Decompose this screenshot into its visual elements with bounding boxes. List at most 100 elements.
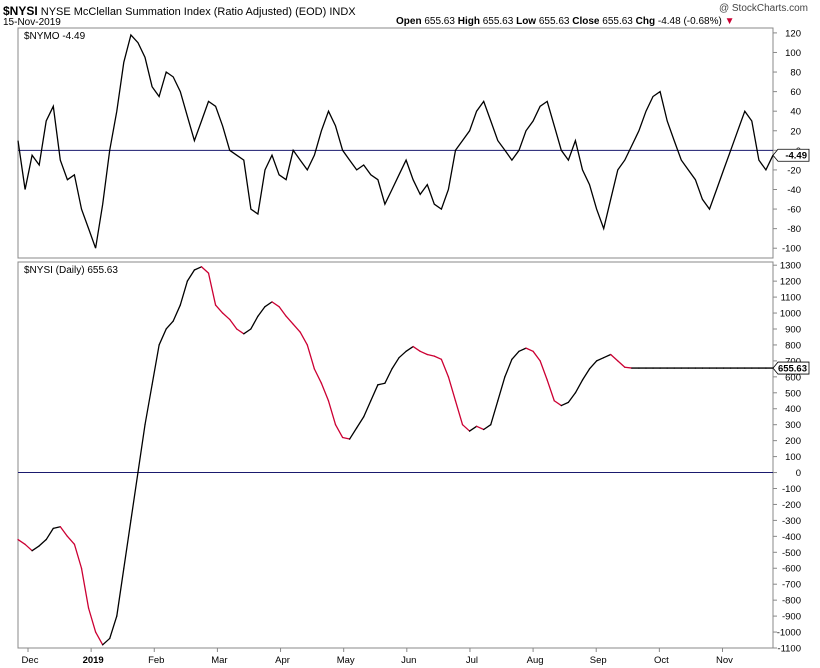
series-segment: [214, 304, 224, 314]
series-segment: [200, 266, 210, 274]
y-tick-label: -20: [787, 165, 801, 176]
series-segment: [391, 357, 400, 370]
series-segment: [313, 368, 323, 384]
nymo-line: [17, 33, 774, 249]
y-tick-label: -100: [782, 244, 801, 255]
series-segment: [59, 526, 69, 537]
series-segment: [617, 360, 626, 368]
series-segment: [123, 519, 132, 569]
series-segment: [433, 355, 443, 360]
panel-legend: $NYSI (Daily) 655.63: [24, 265, 118, 276]
series-segment: [207, 272, 217, 306]
series-segment: [285, 315, 294, 325]
nysi-panel: 1300120011001000900800700600500400300200…: [17, 261, 810, 655]
y-tick-label: 80: [790, 68, 801, 79]
chart-date: 15-Nov-2019: [3, 17, 61, 28]
series-segment: [440, 358, 450, 378]
y-tick-label: -200: [782, 500, 801, 511]
y-tick-label: -900: [782, 612, 801, 623]
series-segment: [574, 379, 584, 394]
series-segment: [454, 400, 464, 426]
series-segment: [24, 543, 33, 552]
series-segment: [158, 328, 167, 346]
series-segment: [236, 328, 245, 335]
series-segment: [31, 545, 40, 552]
x-tick-label: Jun: [401, 655, 416, 666]
open-value: 655.63: [424, 16, 455, 27]
series-segment: [292, 323, 301, 333]
panel-legend: $NYMO -4.49: [24, 31, 86, 42]
close-value: 655.63: [602, 16, 633, 27]
series-segment: [52, 526, 61, 530]
series-segment: [137, 424, 146, 474]
panel-frame: [17, 27, 774, 259]
y-tick-label: -1100: [777, 644, 801, 655]
series-segment: [229, 318, 238, 330]
series-segment: [250, 315, 259, 330]
series-segment: [398, 350, 407, 359]
chart-header-title: $NYSI NYSE McClellan Summation Index (Ra…: [3, 4, 356, 18]
series-segment: [468, 425, 478, 432]
x-tick-label: Sep: [590, 655, 607, 666]
y-tick-label: 800: [785, 340, 801, 351]
series-segment: [186, 269, 196, 282]
y-tick-label: -80: [787, 224, 801, 235]
y-tick-label: 500: [785, 388, 801, 399]
series-segment: [257, 306, 266, 317]
series-segment: [377, 382, 386, 386]
y-tick-label: 100: [785, 48, 801, 59]
high-value: 655.63: [482, 16, 514, 27]
y-tick-label: -60: [787, 205, 801, 216]
x-tick-label: Nov: [716, 655, 733, 666]
series-segment: [341, 436, 351, 440]
series-segment: [461, 424, 471, 432]
series-segment: [624, 366, 633, 369]
series-segment: [278, 306, 287, 317]
chg-label: Chg: [635, 16, 656, 27]
last-value-badge: 655.63: [772, 361, 810, 375]
series-segment: [306, 344, 316, 370]
close-label: Close: [572, 16, 600, 27]
series-segment: [17, 538, 26, 545]
series-segment: [320, 382, 330, 402]
series-segment: [475, 425, 485, 431]
y-tick-label: -1000: [777, 628, 801, 639]
x-tick-label: Apr: [275, 655, 290, 666]
series-segment: [130, 471, 139, 522]
series-segment: [384, 368, 393, 384]
series-segment: [497, 376, 506, 402]
series-segment: [426, 353, 435, 357]
last-value-label: 655.63: [778, 364, 807, 375]
y-tick-label: 300: [785, 420, 801, 431]
y-tick-label: 0: [796, 468, 801, 479]
last-value-badge: -4.49: [772, 148, 810, 162]
high-label: High: [457, 16, 480, 27]
series-segment: [193, 266, 203, 271]
series-segment: [567, 392, 577, 404]
series-segment: [610, 353, 619, 362]
y-tick-label: 400: [785, 404, 801, 415]
y-tick-label: 900: [785, 324, 801, 335]
x-axis: Dec 2019 Feb Mar Apr May Jun Jul Aug Sep Oct Nov: [22, 648, 733, 666]
y-tick-label: -500: [782, 548, 801, 559]
x-tick-label: 2019: [83, 655, 104, 666]
series-segment: [370, 384, 379, 402]
series-segment: [553, 400, 562, 407]
series-segment: [447, 376, 457, 402]
series-segment: [539, 360, 548, 381]
series-segment: [334, 424, 344, 439]
series-segment: [419, 350, 428, 356]
y-tick-label: 1300: [780, 261, 801, 272]
series-segment: [603, 353, 612, 359]
x-tick-label: Mar: [211, 655, 227, 666]
y-tick-label: 60: [790, 87, 801, 98]
y-tick-label: -600: [782, 564, 801, 575]
series-segment: [327, 400, 337, 426]
series-segment: [221, 312, 231, 321]
chg-value: -4.48 (-0.68%): [657, 16, 722, 27]
x-tick-label: Aug: [527, 655, 544, 666]
series-segment: [532, 350, 541, 362]
series-segment: [80, 567, 90, 609]
watermark: @ StockCharts.com: [718, 3, 808, 14]
